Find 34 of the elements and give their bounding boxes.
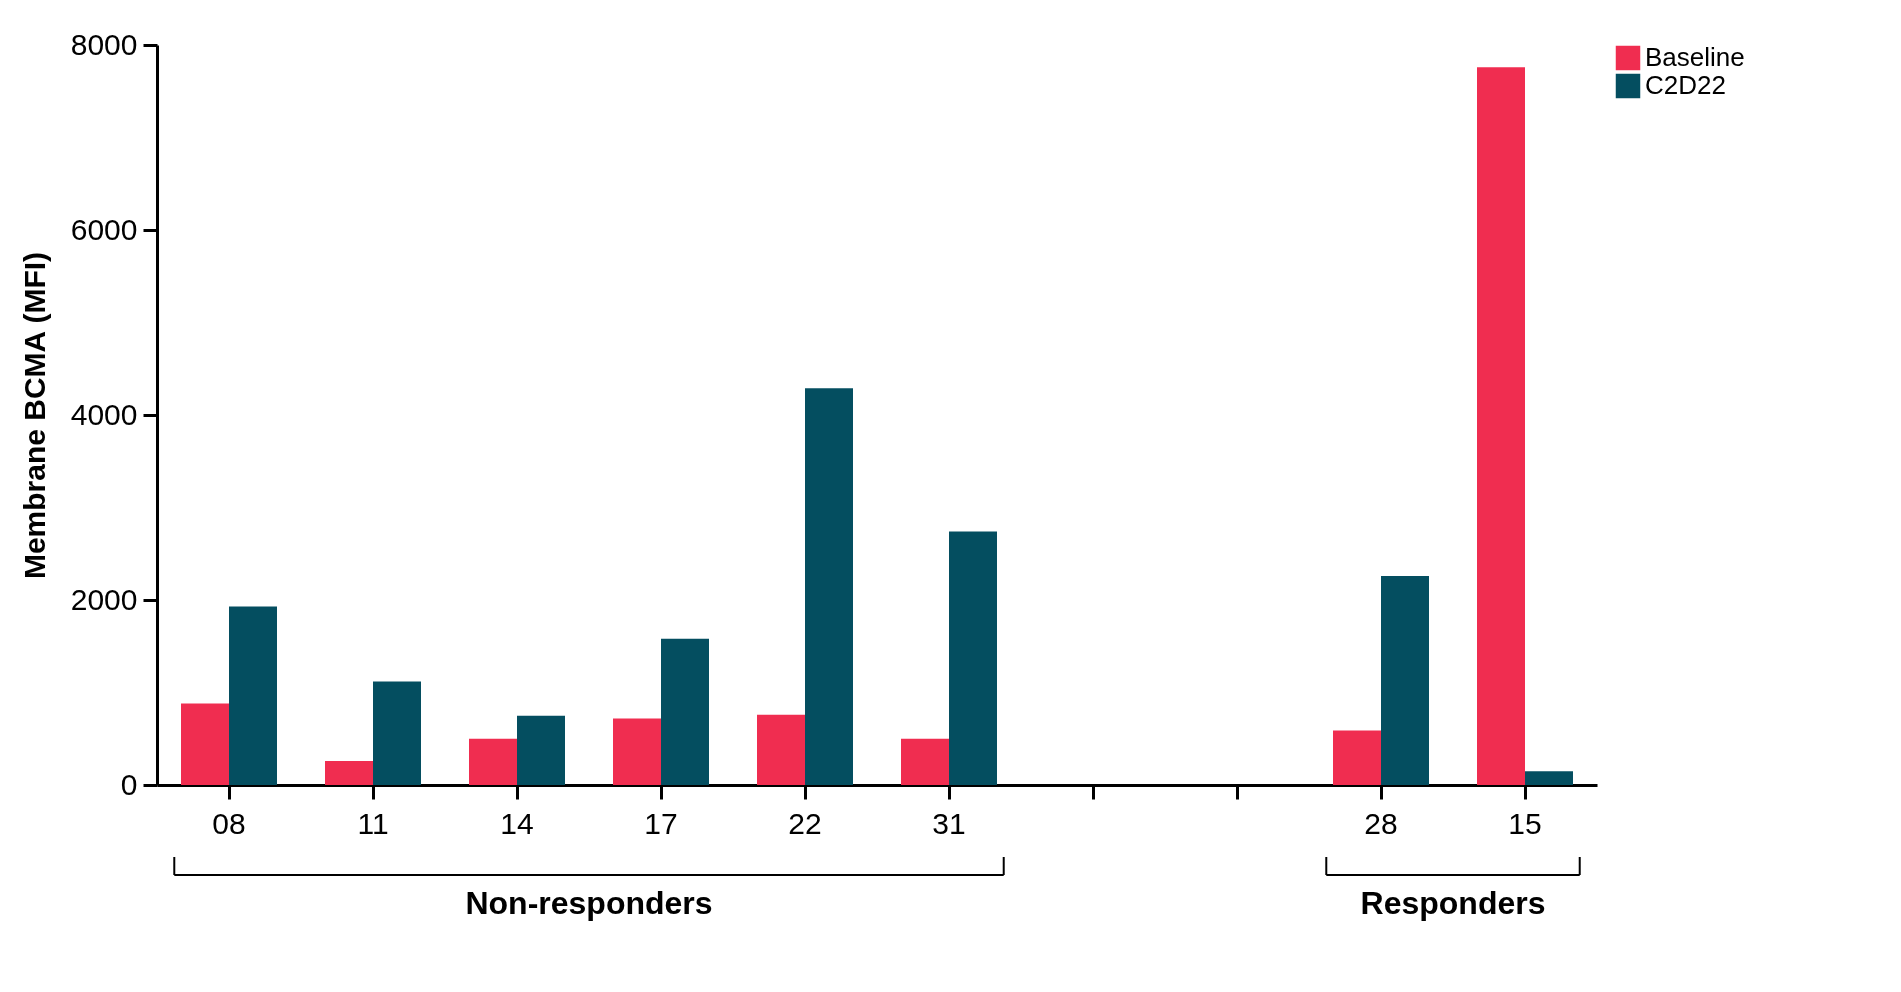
x-tick-label: 28	[1364, 806, 1398, 840]
legend-label: Baseline	[1645, 42, 1745, 72]
x-tick-label: 08	[212, 806, 246, 840]
y-tick-label: 2000	[70, 582, 138, 616]
x-tick-label: 15	[1508, 806, 1542, 840]
bar	[901, 738, 949, 785]
y-tick-label: 0	[120, 767, 138, 801]
bar	[181, 703, 229, 785]
bar	[469, 738, 517, 785]
bar	[757, 714, 805, 785]
bar	[1333, 730, 1381, 785]
text: Non-responders	[465, 885, 713, 921]
x-tick-label: 22	[788, 806, 822, 840]
bar	[1525, 771, 1573, 785]
y-tick-label: 8000	[70, 27, 138, 61]
text: Responders	[1360, 885, 1546, 921]
x-tick-label: 17	[644, 806, 678, 840]
y-tick-label: 4000	[70, 397, 138, 431]
bar	[325, 760, 373, 785]
legend-label: C2D22	[1645, 70, 1726, 100]
bar	[613, 718, 661, 785]
bar	[949, 531, 997, 785]
bar	[373, 681, 421, 785]
x-tick-label: 14	[500, 806, 534, 840]
bar	[1477, 67, 1525, 785]
bar	[517, 715, 565, 785]
bar	[229, 606, 277, 785]
bar	[661, 638, 709, 785]
y-axis-title: Membrane BCMA (MFI)	[17, 251, 51, 580]
y-tick-label: 6000	[70, 212, 138, 246]
x-tick-label: 11	[357, 806, 389, 840]
bar	[805, 388, 853, 785]
bar	[1381, 575, 1429, 785]
x-tick-label: 31	[932, 806, 966, 840]
